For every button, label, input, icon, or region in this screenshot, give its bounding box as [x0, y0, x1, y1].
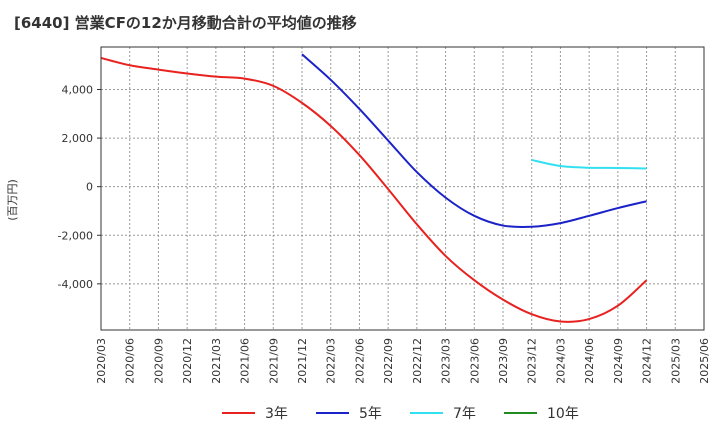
x-tick-label: 2023/12 — [526, 338, 539, 384]
x-tick-label: 2020/03 — [95, 338, 108, 384]
x-tick-label: 2021/03 — [210, 338, 223, 384]
x-tick-label: 2022/09 — [382, 338, 395, 384]
y-tick-label: 2,000 — [62, 132, 94, 145]
y-tick-label: 0 — [86, 181, 93, 194]
x-tick-label: 2023/06 — [468, 338, 481, 384]
y-tick-label: -2,000 — [58, 229, 93, 242]
x-tick-label: 2023/03 — [440, 338, 453, 384]
legend-label: 7年 — [453, 406, 476, 422]
series-line-5年 — [301, 53, 647, 229]
x-tick-label: 2021/06 — [239, 338, 252, 384]
x-tick-label: 2023/09 — [497, 338, 510, 384]
y-axis-ticks: 4,000 2,000 0 -2,000 -4,000 — [58, 84, 101, 291]
series-line-3年 — [100, 56, 648, 323]
x-tick-label: 2025/03 — [669, 338, 682, 384]
x-tick-label: 2020/09 — [152, 338, 165, 384]
x-tick-label: 2024/06 — [583, 338, 596, 384]
series-lines — [100, 53, 648, 323]
chart-title: [6440] 営業CFの12か月移動合計の平均値の推移 — [14, 14, 357, 32]
x-tick-label: 2024/09 — [612, 338, 625, 384]
x-tick-label: 2021/12 — [296, 338, 309, 384]
grid — [100, 47, 705, 330]
legend-label: 3年 — [265, 406, 288, 422]
y-tick-label: -4,000 — [58, 278, 93, 291]
x-tick-label: 2025/06 — [698, 338, 711, 384]
x-tick-label: 2020/06 — [124, 338, 137, 384]
series-line-7年 — [531, 158, 647, 170]
y-tick-label: 4,000 — [62, 84, 94, 97]
x-tick-label: 2022/06 — [353, 338, 366, 384]
x-tick-label: 2021/09 — [267, 338, 280, 384]
x-tick-label: 2024/12 — [641, 338, 654, 384]
x-tick-label: 2022/03 — [325, 338, 338, 384]
y-axis-label: (百万円) — [6, 179, 19, 221]
x-tick-label: 2024/03 — [554, 338, 567, 384]
legend: 3年 5年 7年 10年 — [222, 406, 579, 422]
legend-label: 10年 — [547, 406, 579, 422]
x-tick-label: 2020/12 — [181, 338, 194, 384]
legend-label: 5年 — [359, 406, 382, 422]
x-tick-label: 2022/12 — [411, 338, 424, 384]
plot-frame — [100, 46, 705, 331]
x-axis-ticks: 2020/03 2020/06 2020/09 2020/12 2021/03 2021/… — [95, 338, 711, 384]
